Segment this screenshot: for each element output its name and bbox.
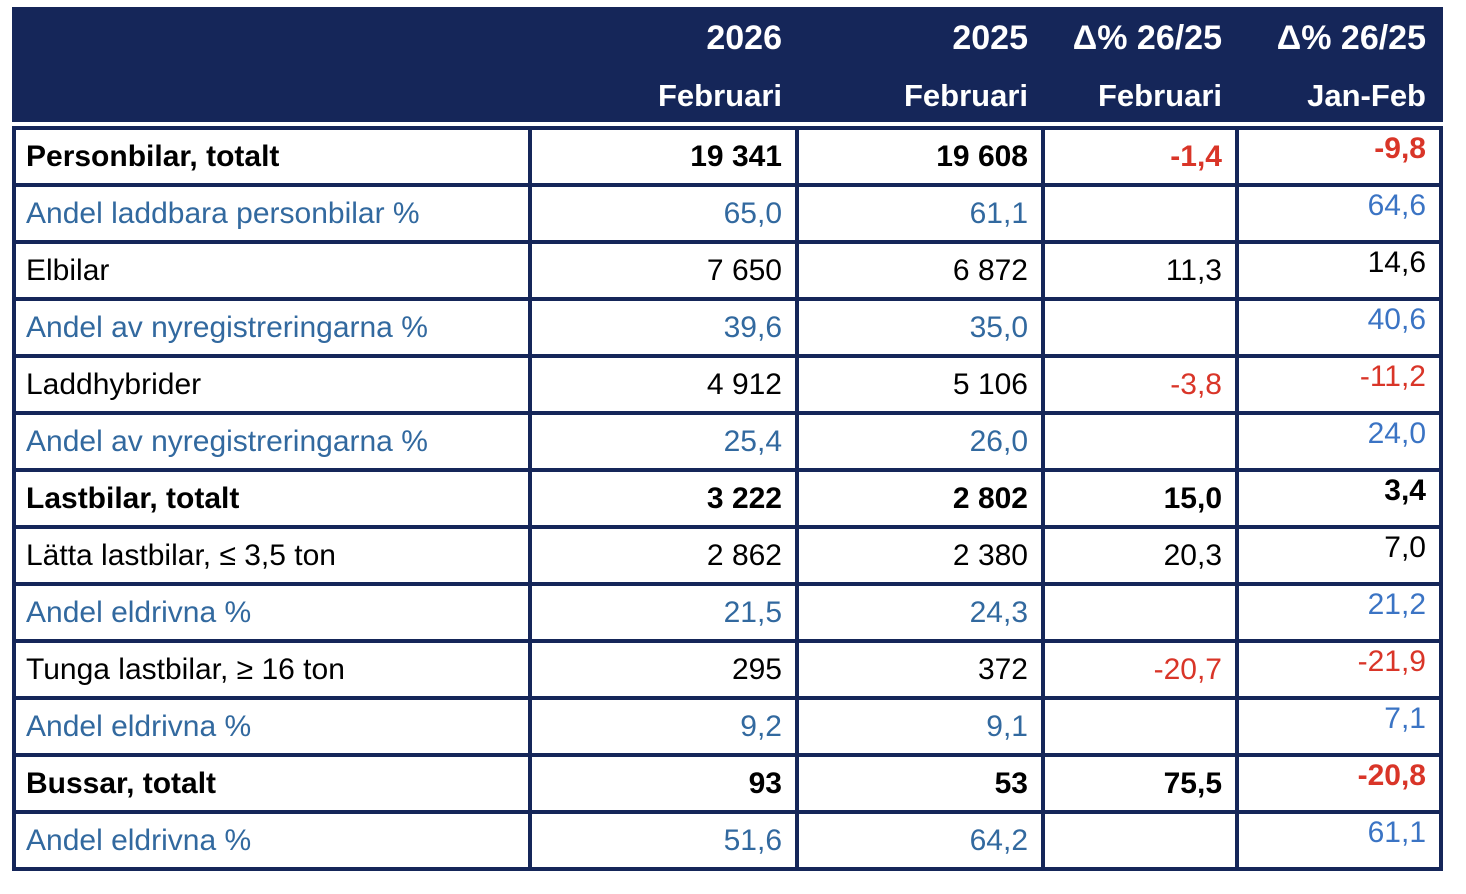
cell-2025: 35,0 bbox=[799, 301, 1041, 354]
cell-delta-janfeb: 3,4 bbox=[1239, 472, 1439, 525]
cell-2025: 5 106 bbox=[799, 358, 1041, 411]
cell-delta-feb: -1,4 bbox=[1045, 130, 1235, 183]
cell-2025: 372 bbox=[799, 643, 1041, 696]
cell-2026: 21,5 bbox=[532, 586, 795, 639]
cell-delta-feb: 11,3 bbox=[1045, 244, 1235, 297]
cell-delta-feb bbox=[1045, 187, 1235, 240]
cell-delta-feb bbox=[1045, 301, 1235, 354]
row-label: Lastbilar, totalt bbox=[16, 472, 528, 525]
cell-delta-feb: 15,0 bbox=[1045, 472, 1235, 525]
row-label: Tunga lastbilar, ≥ 16 ton bbox=[16, 643, 528, 696]
cell-delta-feb: 75,5 bbox=[1045, 757, 1235, 810]
cell-delta-janfeb: 24,0 bbox=[1239, 415, 1439, 468]
cell-2026: 7 650 bbox=[532, 244, 795, 297]
header-empty-cell bbox=[16, 11, 528, 66]
cell-2026: 39,6 bbox=[532, 301, 795, 354]
cell-delta-janfeb: 21,2 bbox=[1239, 586, 1439, 639]
header-period-janfeb: Jan-Feb bbox=[1239, 66, 1439, 118]
row-label: Andel av nyregistreringarna % bbox=[16, 301, 528, 354]
cell-delta-janfeb: -9,8 bbox=[1239, 130, 1439, 183]
header-empty-cell bbox=[16, 66, 528, 118]
cell-2025: 6 872 bbox=[799, 244, 1041, 297]
row-label: Andel eldrivna % bbox=[16, 700, 528, 753]
row-label: Laddhybrider bbox=[16, 358, 528, 411]
header-period-2025: Februari bbox=[799, 66, 1041, 118]
cell-delta-janfeb: -21,9 bbox=[1239, 643, 1439, 696]
header-year-2026: 2026 bbox=[532, 11, 795, 66]
header-period-delta-feb: Februari bbox=[1045, 66, 1235, 118]
cell-2025: 26,0 bbox=[799, 415, 1041, 468]
cell-delta-janfeb: -20,8 bbox=[1239, 757, 1439, 810]
cell-2025: 2 802 bbox=[799, 472, 1041, 525]
cell-delta-feb bbox=[1045, 586, 1235, 639]
cell-delta-feb bbox=[1045, 814, 1235, 867]
cell-delta-janfeb: 64,6 bbox=[1239, 187, 1439, 240]
row-label: Andel eldrivna % bbox=[16, 586, 528, 639]
row-label: Elbilar bbox=[16, 244, 528, 297]
cell-delta-janfeb: 40,6 bbox=[1239, 301, 1439, 354]
cell-2026: 9,2 bbox=[532, 700, 795, 753]
table-body: Personbilar, totalt 19 341 19 608 -1,4 -9,8 A… bbox=[12, 126, 1443, 871]
header-delta-feb: Δ% 26/25 bbox=[1045, 11, 1235, 66]
cell-2026: 295 bbox=[532, 643, 795, 696]
cell-2025: 61,1 bbox=[799, 187, 1041, 240]
row-label: Andel av nyregistreringarna % bbox=[16, 415, 528, 468]
cell-delta-janfeb: -11,2 bbox=[1239, 358, 1439, 411]
table-header: 2026 2025 Δ% 26/25 Δ% 26/25 Februari Feb… bbox=[12, 7, 1443, 122]
cell-2025: 24,3 bbox=[799, 586, 1041, 639]
cell-2026: 2 862 bbox=[532, 529, 795, 582]
cell-delta-feb bbox=[1045, 700, 1235, 753]
cell-delta-feb bbox=[1045, 415, 1235, 468]
header-period-2026: Februari bbox=[532, 66, 795, 118]
cell-2026: 4 912 bbox=[532, 358, 795, 411]
cell-delta-janfeb: 14,6 bbox=[1239, 244, 1439, 297]
cell-delta-janfeb: 7,1 bbox=[1239, 700, 1439, 753]
cell-2026: 93 bbox=[532, 757, 795, 810]
row-label: Andel eldrivna % bbox=[16, 814, 528, 867]
cell-2026: 51,6 bbox=[532, 814, 795, 867]
cell-delta-feb: -20,7 bbox=[1045, 643, 1235, 696]
cell-delta-janfeb: 7,0 bbox=[1239, 529, 1439, 582]
header-delta-janfeb: Δ% 26/25 bbox=[1239, 11, 1439, 66]
cell-2026: 3 222 bbox=[532, 472, 795, 525]
cell-2025: 9,1 bbox=[799, 700, 1041, 753]
cell-2026: 65,0 bbox=[532, 187, 795, 240]
cell-delta-janfeb: 61,1 bbox=[1239, 814, 1439, 867]
header-year-2025: 2025 bbox=[799, 11, 1041, 66]
cell-2025: 53 bbox=[799, 757, 1041, 810]
cell-2025: 2 380 bbox=[799, 529, 1041, 582]
cell-2025: 19 608 bbox=[799, 130, 1041, 183]
cell-2026: 25,4 bbox=[532, 415, 795, 468]
cell-delta-feb: -3,8 bbox=[1045, 358, 1235, 411]
row-label: Andel laddbara personbilar % bbox=[16, 187, 528, 240]
row-label: Personbilar, totalt bbox=[16, 130, 528, 183]
cell-2026: 19 341 bbox=[532, 130, 795, 183]
cell-2025: 64,2 bbox=[799, 814, 1041, 867]
row-label: Bussar, totalt bbox=[16, 757, 528, 810]
cell-delta-feb: 20,3 bbox=[1045, 529, 1235, 582]
row-label: Lätta lastbilar, ≤ 3,5 ton bbox=[16, 529, 528, 582]
